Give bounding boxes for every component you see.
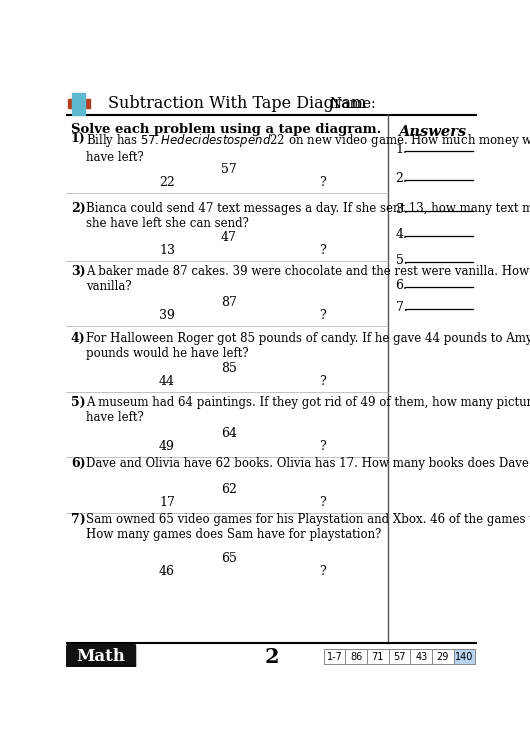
Text: 64: 64	[221, 427, 237, 440]
Text: 43: 43	[415, 652, 427, 661]
Text: 47: 47	[221, 231, 237, 243]
Text: Billy has $57. He decides to spend $22 on new video game. How much money would h: Billy has $57. He decides to spend $22 o…	[86, 133, 530, 164]
Text: 87: 87	[221, 297, 237, 309]
Text: 65: 65	[221, 552, 237, 565]
Text: 49: 49	[159, 440, 175, 453]
FancyBboxPatch shape	[67, 643, 135, 670]
Text: 7.: 7.	[395, 300, 408, 314]
Text: 22: 22	[159, 176, 175, 189]
Text: ?: ?	[319, 565, 325, 578]
Text: Name:: Name:	[330, 97, 376, 111]
Text: Math: Math	[77, 648, 126, 665]
Text: 3.: 3.	[395, 203, 408, 216]
Bar	[345, 649, 367, 664]
Text: 5): 5)	[71, 396, 85, 410]
Text: 7): 7)	[71, 513, 86, 527]
Text: 85: 85	[221, 362, 237, 374]
Text: 44: 44	[159, 374, 175, 388]
Text: 17: 17	[159, 496, 175, 509]
Text: For Halloween Roger got 85 pounds of candy. If he gave 44 pounds to Amy, how man: For Halloween Roger got 85 pounds of can…	[86, 333, 530, 360]
Text: 29: 29	[437, 652, 449, 661]
Text: 1-7: 1-7	[326, 652, 342, 661]
Text: Bianca could send 47 text messages a day. If she sent 13, how many text messages: Bianca could send 47 text messages a day…	[86, 201, 530, 229]
Text: ?: ?	[319, 496, 325, 509]
Text: 62: 62	[221, 482, 237, 496]
Text: 57: 57	[221, 163, 237, 176]
Bar	[454, 649, 475, 664]
Text: A baker made 87 cakes. 39 were chocolate and the rest were vanilla. How many cak: A baker made 87 cakes. 39 were chocolate…	[86, 265, 530, 294]
Text: 86: 86	[350, 652, 362, 661]
Text: 2.: 2.	[395, 172, 408, 185]
Text: 46: 46	[159, 565, 175, 578]
Text: 2): 2)	[71, 201, 86, 214]
Text: 1.: 1.	[395, 144, 408, 157]
Text: 57: 57	[393, 652, 406, 661]
Text: ?: ?	[319, 309, 325, 322]
Text: 1): 1)	[71, 133, 86, 145]
Text: 4): 4)	[71, 333, 86, 345]
Text: 6): 6)	[71, 457, 85, 470]
Text: ?: ?	[319, 374, 325, 388]
Text: Dave and Olivia have 62 books. Olivia has 17. How many books does Dave have?: Dave and Olivia have 62 books. Olivia ha…	[86, 457, 530, 470]
Text: 13: 13	[159, 244, 175, 257]
Text: Solve each problem using a tape diagram.: Solve each problem using a tape diagram.	[71, 123, 381, 136]
Text: A museum had 64 paintings. If they got rid of 49 of them, how many pictures woul: A museum had 64 paintings. If they got r…	[86, 396, 530, 425]
Text: ?: ?	[319, 176, 325, 189]
Text: 2: 2	[264, 646, 279, 667]
Text: 6.: 6.	[395, 279, 408, 292]
Text: 71: 71	[372, 652, 384, 661]
Text: Subtraction With Tape Diagram: Subtraction With Tape Diagram	[108, 95, 366, 112]
Text: 39: 39	[159, 309, 175, 322]
Text: Sam owned 65 video games for his Playstation and Xbox. 46 of the games were for : Sam owned 65 video games for his Playsta…	[86, 513, 530, 542]
Bar	[73, 93, 85, 115]
Bar	[432, 649, 454, 664]
Text: 4.: 4.	[395, 228, 408, 241]
Bar	[388, 649, 410, 664]
Text: 3): 3)	[71, 265, 85, 279]
Bar	[410, 649, 432, 664]
Text: Answers: Answers	[398, 125, 466, 139]
Text: ?: ?	[319, 440, 325, 453]
Text: 5.: 5.	[395, 255, 408, 267]
Text: ?: ?	[319, 244, 325, 257]
Bar	[68, 99, 90, 109]
Text: 140: 140	[455, 652, 474, 661]
Bar	[367, 649, 388, 664]
Bar	[323, 649, 345, 664]
